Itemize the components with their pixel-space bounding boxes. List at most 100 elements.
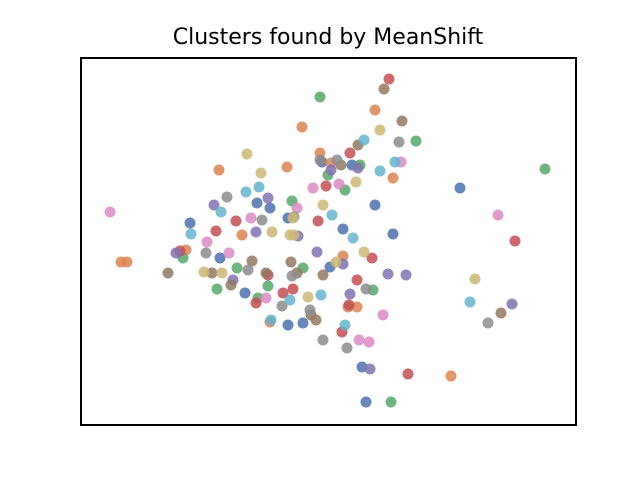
point [104, 206, 116, 218]
point [307, 182, 319, 194]
point [236, 229, 248, 241]
point [287, 212, 299, 224]
point [358, 246, 370, 258]
point [315, 289, 327, 301]
point [506, 298, 518, 310]
point [364, 363, 376, 375]
point [185, 228, 197, 240]
point [337, 223, 349, 235]
point [291, 202, 303, 214]
point [320, 180, 332, 192]
point [208, 199, 220, 211]
point [281, 161, 293, 173]
point [374, 165, 386, 177]
point [162, 267, 174, 279]
point [260, 292, 272, 304]
point [284, 294, 296, 306]
point [410, 135, 422, 147]
point [358, 134, 370, 146]
point [344, 147, 356, 159]
point [198, 266, 210, 278]
point [539, 163, 551, 175]
point [326, 209, 338, 221]
point [245, 212, 257, 224]
point [445, 370, 457, 382]
point [387, 228, 399, 240]
point [297, 317, 309, 329]
point [260, 267, 272, 279]
point [387, 172, 399, 184]
point [482, 317, 494, 329]
point [253, 181, 265, 193]
point [317, 334, 329, 346]
point [389, 156, 401, 168]
point [225, 279, 237, 291]
point [396, 115, 408, 127]
point [317, 199, 329, 211]
point [325, 164, 337, 176]
point [265, 314, 277, 326]
point [492, 209, 504, 221]
point [282, 319, 294, 331]
point [378, 83, 390, 95]
point [310, 314, 322, 326]
point [286, 270, 298, 282]
point [393, 136, 405, 148]
point [296, 121, 308, 133]
point [210, 225, 222, 237]
point [343, 299, 355, 311]
point [352, 162, 364, 174]
point [240, 186, 252, 198]
point [339, 319, 351, 331]
point [347, 232, 359, 244]
point [255, 167, 267, 179]
point [330, 256, 342, 268]
point [201, 236, 213, 248]
point [262, 280, 274, 292]
point [369, 104, 381, 116]
point [311, 246, 323, 258]
point [200, 247, 212, 259]
point [223, 247, 235, 259]
point [213, 164, 225, 176]
axes-frame [80, 57, 577, 426]
point [256, 214, 268, 226]
point [509, 235, 521, 247]
point [469, 273, 481, 285]
point [170, 247, 182, 259]
point [464, 296, 476, 308]
point [360, 396, 372, 408]
point [264, 202, 276, 214]
point [317, 269, 329, 281]
point [353, 334, 365, 346]
point [246, 255, 258, 267]
point [495, 307, 507, 319]
point [312, 215, 324, 227]
point [377, 309, 389, 321]
point [382, 268, 394, 280]
point [214, 252, 226, 264]
point [351, 274, 363, 286]
point [285, 256, 297, 268]
point [266, 226, 278, 238]
point [276, 300, 288, 312]
point [344, 288, 356, 300]
point [241, 148, 253, 160]
point [215, 206, 227, 218]
point [400, 269, 412, 281]
point [221, 191, 233, 203]
point [350, 176, 362, 188]
point [331, 154, 343, 166]
plot-area [104, 73, 551, 408]
point [184, 217, 196, 229]
point [333, 178, 345, 190]
point [360, 283, 372, 295]
point [216, 267, 228, 279]
chart-title: Clusters found by MeanShift [173, 25, 484, 50]
point [314, 91, 326, 103]
point [239, 287, 251, 299]
point [304, 304, 316, 316]
point [383, 73, 395, 85]
